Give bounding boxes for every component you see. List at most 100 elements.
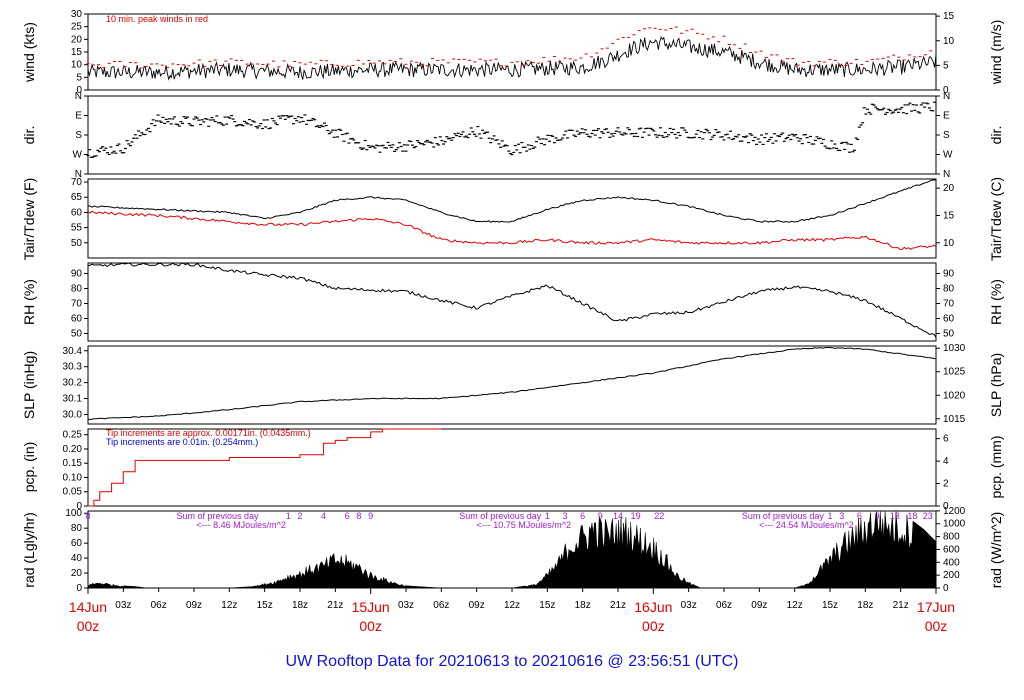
pcp-left-tick-label: 0.05	[63, 487, 83, 498]
rh-left-tick-label: 90	[71, 269, 83, 280]
wind-right-tick-label: 5	[943, 60, 949, 71]
wind-left-tick-label: 15	[71, 47, 83, 58]
time-tick-label: 06z	[433, 600, 449, 611]
rad-sum-label: Sum of previous day	[459, 511, 542, 521]
rad-hour-mark: 3	[839, 511, 844, 521]
time-tick-label: 12z	[787, 600, 803, 611]
pcp-left-tick-label: 0.10	[63, 472, 83, 483]
rh-right-label: RH (%)	[988, 279, 1004, 325]
time-tick-label: 09z	[469, 600, 485, 611]
wind-peak-note: 10 min. peak winds in red	[106, 14, 208, 24]
pcp-left-tick-label: 0.15	[63, 458, 83, 469]
slp-right-tick-label: 1015	[943, 414, 966, 425]
slp-right-tick-label: 1020	[943, 390, 966, 401]
panels: 051015202530051015NESWNNESWN505560657010…	[63, 9, 966, 634]
slp-right-tick-label: 1025	[943, 367, 966, 378]
rad-hour-mark: 9	[598, 511, 603, 521]
rad-hour-mark: 6	[345, 511, 350, 521]
temp-left-label: Tair/Tdew (F)	[21, 178, 37, 260]
time-tick-label: 18z	[292, 600, 308, 611]
rad-hour-mark: 4	[321, 511, 326, 521]
temp-left-tick-label: 55	[71, 223, 83, 234]
dir-marks	[86, 101, 936, 158]
time-tick-label: 09z	[186, 600, 202, 611]
slp-left-tick-label: 30.1	[63, 394, 83, 405]
temp-panel-frame	[87, 178, 937, 259]
tdew-series-line	[87, 210, 937, 251]
rad-right-tick-label: 1000	[943, 519, 966, 530]
dir-right-tick-label: W	[943, 150, 953, 161]
rad-hour-mark: 13	[890, 511, 900, 521]
pcp-right-tick-label: 2	[943, 479, 949, 490]
rad-left-tick-label: 80	[71, 523, 83, 534]
rad-hour-mark: 1	[827, 511, 832, 521]
slp-left-tick-label: 30.2	[63, 378, 83, 389]
pcp-left-label: pcp. (in)	[21, 442, 37, 493]
time-tick-label: 21z	[893, 600, 909, 611]
time-tick-label: 12z	[504, 600, 520, 611]
rad-right-tick-label: 0	[943, 583, 949, 594]
slp-right-tick-label: 1030	[943, 343, 966, 354]
time-tick-label: 15z	[822, 600, 838, 611]
rh-right-tick-label: 80	[943, 284, 955, 295]
pcp-left-tick-label: 0	[76, 501, 82, 512]
rad-right-tick-label: 800	[943, 532, 960, 543]
rad-left-label: rad (Lgly/hr)	[21, 512, 37, 587]
day-date-label: 14Jun	[69, 599, 107, 615]
rad-left-tick-label: 40	[71, 553, 83, 564]
time-tick-label: 06z	[716, 600, 732, 611]
wind-left-label: wind (kts)	[21, 22, 37, 83]
temp-right-tick-label: 15	[943, 210, 955, 221]
time-tick-label: 18z	[857, 600, 873, 611]
time-tick-label: 03z	[115, 600, 131, 611]
rad-hour-mark: 22	[654, 511, 664, 521]
rad-hour-mark: 1	[545, 511, 550, 521]
day-date-label: 17Jun	[917, 599, 955, 615]
slp-left-tick-label: 30.3	[63, 362, 83, 373]
pcp-right-tick-label: 0	[943, 501, 949, 512]
rad-right-tick-label: 600	[943, 544, 960, 555]
rad-right-label: rad (W/m^2)	[988, 512, 1004, 589]
time-tick-label: 03z	[398, 600, 414, 611]
time-tick-label: 21z	[610, 600, 626, 611]
rad-hour-mark: 19	[631, 511, 641, 521]
dir-panel-frame	[87, 95, 937, 175]
rad-hour-mark: 2	[297, 511, 302, 521]
temp-left-tick-label: 70	[71, 177, 83, 188]
rad-sum-label: Sum of previous day	[742, 511, 825, 521]
rh-right-tick-label: 90	[943, 269, 955, 280]
rh-left-label: RH (%)	[21, 279, 37, 325]
dir-right-tick-label: E	[943, 111, 950, 122]
rad-hour-mark: 9	[875, 511, 880, 521]
slp-panel-frame	[87, 345, 937, 425]
rad-left-tick-label: 100	[65, 508, 82, 519]
rad-hour-mark: 8	[356, 511, 361, 521]
dir-left-tick-label: N	[75, 91, 82, 102]
wind-right-label: wind (m/s)	[988, 20, 1004, 86]
rad-left-tick-label: 20	[71, 568, 83, 579]
rad-sum-label: Sum of previous day	[177, 511, 260, 521]
slp-right-label: SLP (hPa)	[988, 353, 1004, 417]
pcp-note-blue: Tip increments are 0.01in. (0.254mm.)	[106, 437, 258, 447]
rad-sum-value: <--- 10.75 MJoules/m^2	[477, 520, 572, 530]
wind-left-tick-label: 25	[71, 22, 83, 33]
day-time-label: 00z	[642, 618, 665, 634]
rh-right-tick-label: 60	[943, 314, 955, 325]
time-tick-label: 21z	[327, 600, 343, 611]
temp-left-tick-label: 50	[71, 238, 83, 249]
pcp-left-tick-label: 0.25	[63, 430, 83, 441]
rad-right-tick-label: 400	[943, 557, 960, 568]
rad-hour-mark: 3	[562, 511, 567, 521]
pcp-series-line	[88, 428, 442, 507]
time-tick-label: 03z	[681, 600, 697, 611]
rad-left-tick-label: 0	[76, 583, 82, 594]
temp-left-tick-label: 60	[71, 207, 83, 218]
wind-left-tick-label: 30	[71, 9, 83, 20]
time-tick-label: 15z	[257, 600, 273, 611]
wind-left-tick-label: 10	[71, 60, 83, 71]
rad-hour-mark: 8	[85, 511, 90, 521]
rad-sum-value: <--- 24.54 MJoules/m^2	[759, 520, 854, 530]
dir-right-tick-label: N	[943, 169, 950, 180]
